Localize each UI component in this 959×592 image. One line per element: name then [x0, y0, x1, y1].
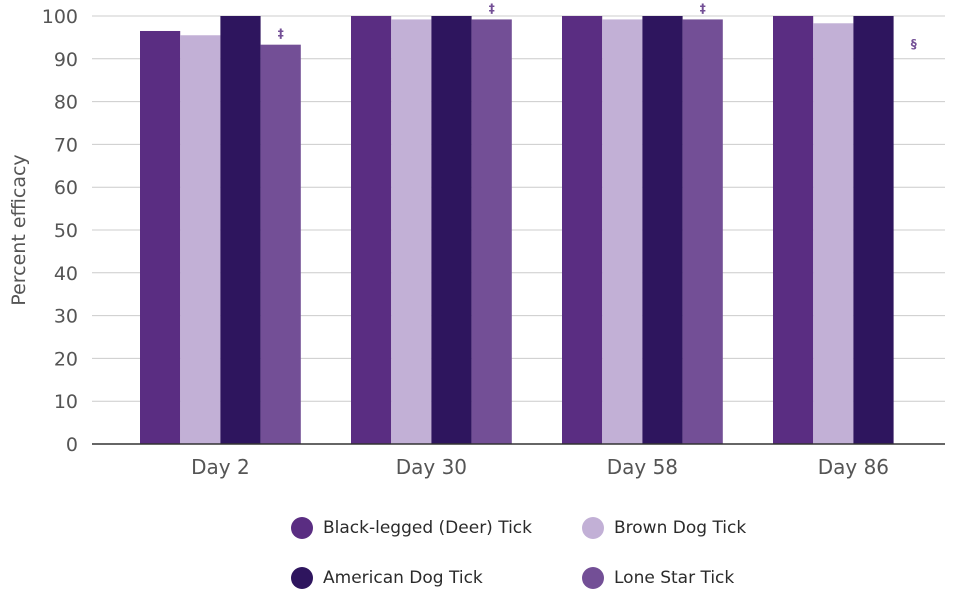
- bar-black-legged-deer-tick-day-86: [773, 16, 814, 444]
- x-category-label: Day 2: [191, 455, 250, 479]
- legend-label: American Dog Tick: [323, 568, 483, 588]
- bar-brown-dog-tick-day-30: [391, 19, 432, 444]
- legend-label: Brown Dog Tick: [614, 518, 747, 538]
- y-tick-label: 20: [54, 348, 78, 370]
- bar-american-dog-tick-day-58: [642, 16, 683, 444]
- legend-item-lone-star-tick: Lone Star Tick: [582, 567, 734, 589]
- y-tick-label: 70: [54, 134, 78, 156]
- y-tick-label: 50: [54, 220, 78, 242]
- bars: [140, 16, 894, 445]
- bar-lone-star-tick-day-2: [260, 44, 301, 445]
- legend-item-black-legged-deer-tick: Black-legged (Deer) Tick: [291, 517, 532, 539]
- bar-brown-dog-tick-day-86: [813, 23, 854, 444]
- x-category-label: Day 30: [396, 455, 467, 479]
- legend-swatch-brown-dog-tick: [582, 517, 604, 539]
- y-axis-tick-labels: 0 10 20 30 40 50 60 70 80 90 100: [42, 6, 78, 456]
- bar-lone-star-tick-day-58: [682, 19, 723, 444]
- annotation-marker: ‡: [700, 1, 706, 15]
- annotation-marker: ‡: [278, 27, 284, 41]
- bar-lone-star-tick-day-30: [471, 19, 512, 444]
- legend-label: Lone Star Tick: [614, 568, 735, 588]
- bar-american-dog-tick-day-86: [853, 16, 894, 444]
- y-tick-label: 100: [42, 6, 78, 28]
- bar-brown-dog-tick-day-2: [180, 35, 221, 444]
- legend-label: Black-legged (Deer) Tick: [323, 518, 532, 538]
- bar-black-legged-deer-tick-day-30: [351, 16, 392, 444]
- legend-item-american-dog-tick: American Dog Tick: [291, 567, 483, 589]
- legend-swatch-american-dog-tick: [291, 567, 313, 589]
- y-tick-label: 30: [54, 306, 78, 328]
- annotation-markers: ‡ ‡ ‡ §: [278, 1, 917, 51]
- legend-item-brown-dog-tick: Brown Dog Tick: [582, 517, 746, 539]
- bar-american-dog-tick-day-2: [220, 16, 261, 444]
- y-tick-label: 0: [66, 434, 78, 456]
- x-axis-category-labels: Day 2 Day 30 Day 58 Day 86: [191, 455, 889, 479]
- x-category-label: Day 58: [607, 455, 678, 479]
- legend-swatch-lone-star-tick: [582, 567, 604, 589]
- bar-american-dog-tick-day-30: [431, 16, 472, 444]
- y-tick-label: 10: [54, 391, 78, 413]
- y-tick-label: 90: [54, 49, 78, 71]
- legend-swatch-black-legged-deer-tick: [291, 517, 313, 539]
- bar-brown-dog-tick-day-58: [602, 19, 643, 444]
- y-axis-title: Percent efficacy: [8, 154, 30, 305]
- y-tick-label: 60: [54, 177, 78, 199]
- annotation-marker: ‡: [489, 1, 495, 15]
- y-tick-label: 40: [54, 263, 78, 285]
- annotation-marker: §: [911, 37, 917, 51]
- bar-black-legged-deer-tick-day-58: [562, 16, 603, 444]
- bar-black-legged-deer-tick-day-2: [140, 30, 181, 444]
- y-tick-label: 80: [54, 92, 78, 114]
- x-category-label: Day 86: [818, 455, 889, 479]
